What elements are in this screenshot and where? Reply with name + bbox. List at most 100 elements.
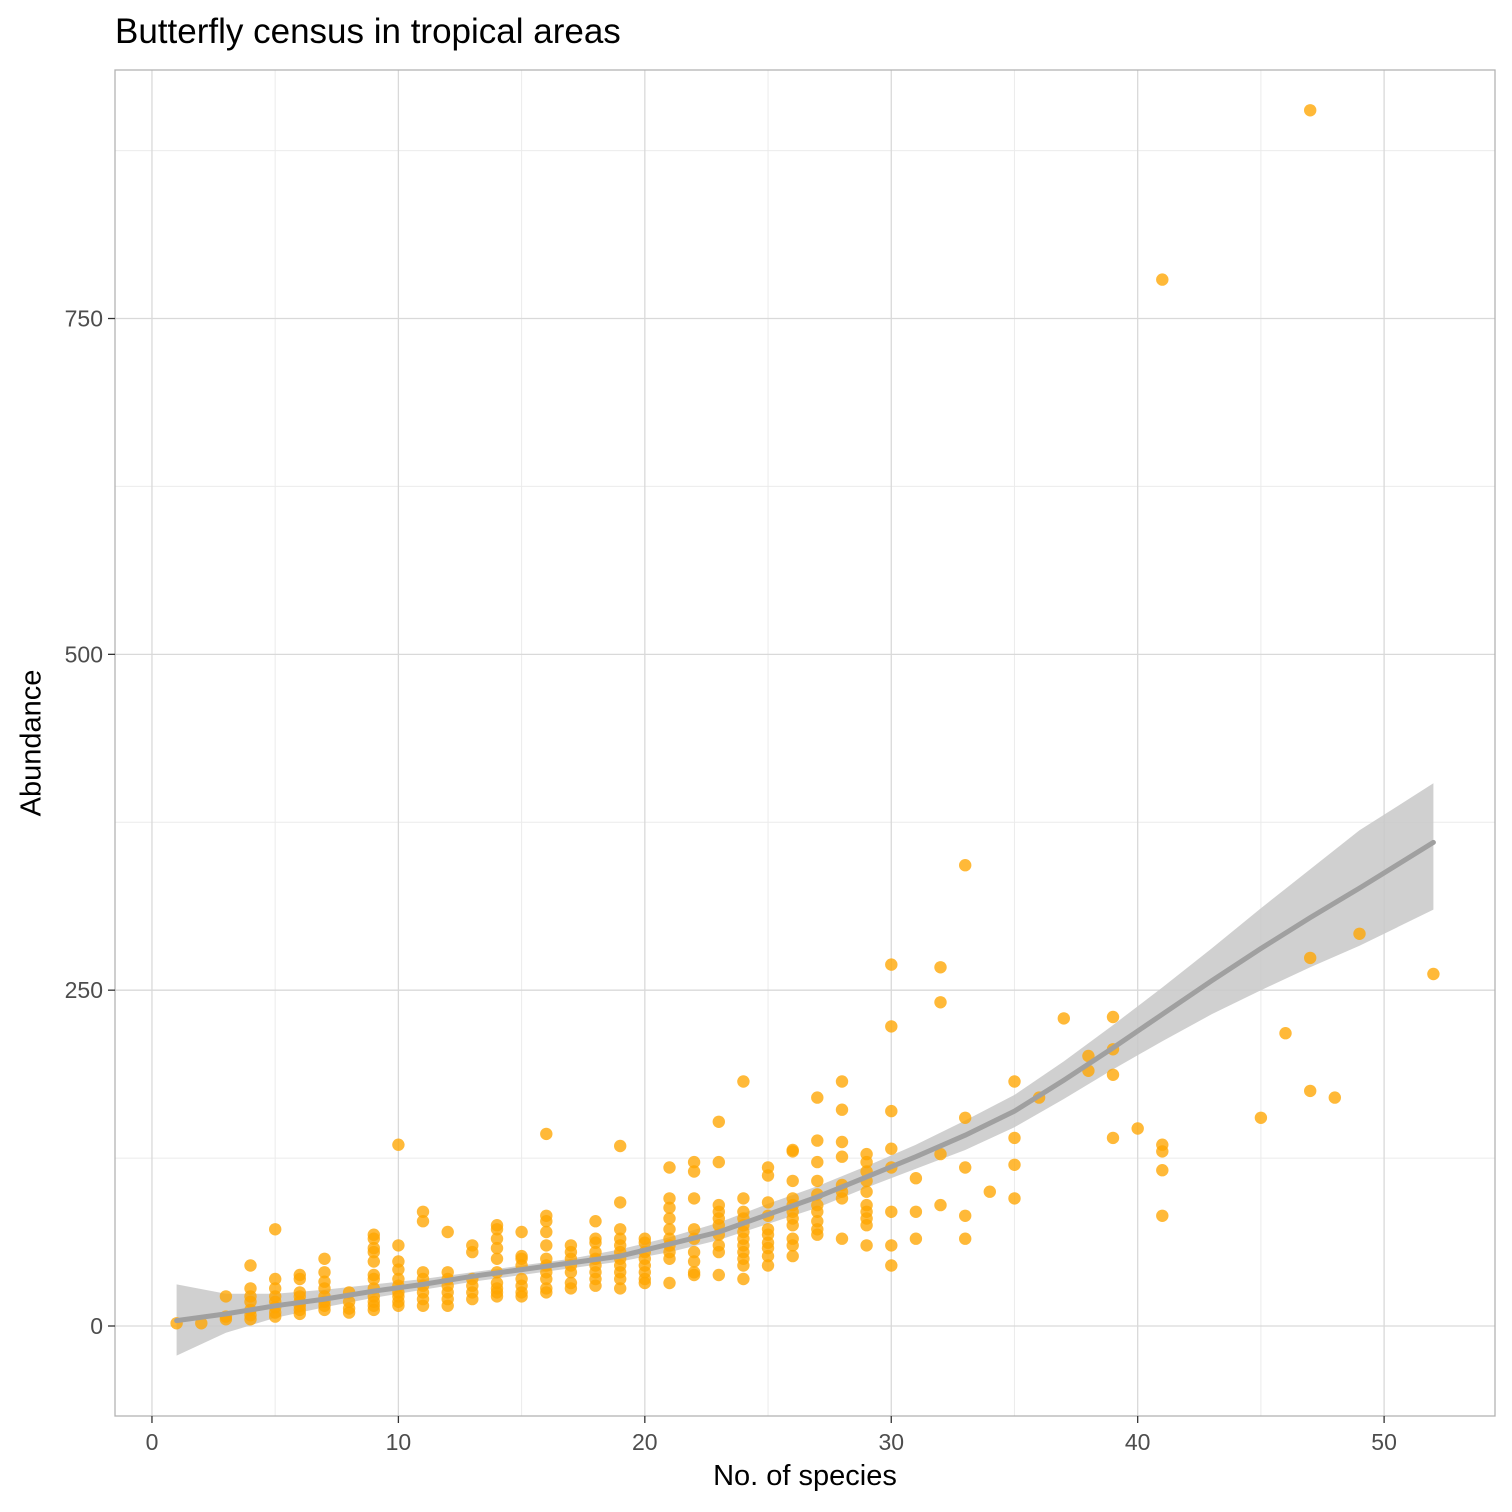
data-point — [687, 1155, 701, 1169]
data-point — [1328, 1091, 1342, 1104]
data-point — [244, 1259, 257, 1272]
data-point — [515, 1272, 528, 1286]
data-point — [1008, 1075, 1021, 1088]
data-point — [663, 1276, 676, 1290]
data-point — [1304, 951, 1317, 965]
data-point — [811, 1215, 824, 1228]
data-point — [1304, 104, 1317, 117]
data-point — [835, 1103, 849, 1116]
data-point — [959, 1161, 972, 1174]
data-point — [1106, 1131, 1120, 1145]
data-point — [540, 1282, 553, 1295]
x-tick-label: 20 — [632, 1429, 658, 1455]
data-point — [712, 1268, 725, 1282]
data-point — [786, 1249, 799, 1263]
data-point — [490, 1276, 504, 1290]
data-point — [885, 1239, 898, 1252]
data-point — [564, 1276, 578, 1290]
data-point — [934, 1147, 947, 1161]
data-point — [638, 1232, 651, 1245]
data-point — [885, 1020, 898, 1033]
data-point — [663, 1192, 676, 1205]
x-tick-label: 0 — [146, 1429, 159, 1455]
x-axis-title: No. of species — [713, 1460, 897, 1492]
data-point — [614, 1232, 627, 1245]
data-point — [885, 1104, 898, 1118]
data-point — [1156, 273, 1169, 286]
data-point — [367, 1228, 380, 1241]
data-point — [1156, 1164, 1169, 1177]
data-point — [860, 1185, 873, 1198]
data-point — [318, 1266, 331, 1279]
data-point — [737, 1192, 750, 1205]
data-point — [959, 1111, 972, 1125]
data-point — [687, 1223, 701, 1236]
data-point — [737, 1272, 750, 1286]
data-point — [687, 1192, 701, 1205]
data-point — [1156, 1209, 1169, 1223]
data-point — [885, 958, 898, 971]
data-point — [737, 1075, 750, 1088]
data-point — [860, 1147, 873, 1161]
data-point — [416, 1266, 430, 1279]
data-point — [244, 1282, 257, 1295]
data-point — [663, 1223, 676, 1236]
data-point — [885, 1205, 898, 1219]
data-point — [835, 1135, 849, 1149]
data-point — [786, 1143, 799, 1157]
data-point — [367, 1241, 380, 1255]
data-point — [835, 1232, 849, 1245]
x-tick-label: 40 — [1125, 1429, 1151, 1455]
data-point — [959, 859, 972, 872]
data-point — [1131, 1122, 1144, 1135]
data-point — [342, 1295, 356, 1309]
data-point — [466, 1239, 479, 1252]
data-point — [786, 1174, 799, 1188]
points-layer — [170, 104, 1440, 1330]
data-point — [983, 1185, 996, 1198]
data-point — [540, 1127, 553, 1141]
data-point — [416, 1215, 430, 1228]
data-point — [811, 1134, 824, 1147]
data-point — [515, 1249, 528, 1263]
data-point — [392, 1255, 405, 1268]
data-point — [860, 1239, 873, 1252]
data-point — [392, 1239, 405, 1252]
data-point — [1254, 1111, 1268, 1125]
data-point — [1057, 1012, 1071, 1025]
data-point — [835, 1150, 849, 1163]
data-point — [540, 1225, 553, 1239]
data-point — [712, 1115, 725, 1129]
data-point — [318, 1275, 331, 1288]
data-point — [934, 1198, 947, 1212]
x-axis: 0 10 20 30 40 50 — [146, 1416, 1397, 1455]
data-point — [1304, 1084, 1317, 1098]
data-point — [909, 1205, 923, 1219]
data-point — [934, 996, 947, 1009]
data-point — [367, 1255, 380, 1268]
data-point — [687, 1245, 701, 1259]
data-point — [712, 1239, 725, 1252]
data-point — [1008, 1192, 1021, 1205]
data-point — [811, 1155, 824, 1169]
data-point — [589, 1232, 602, 1245]
confidence-band-layer — [176, 783, 1434, 1356]
data-point — [885, 1259, 898, 1272]
data-point — [293, 1286, 306, 1299]
data-point — [811, 1091, 824, 1104]
data-point — [219, 1290, 233, 1303]
data-point — [811, 1198, 824, 1212]
grid-major — [115, 70, 1495, 1416]
data-point — [515, 1225, 528, 1239]
data-point — [786, 1232, 799, 1245]
data-point — [663, 1161, 676, 1174]
data-point — [614, 1196, 627, 1209]
trend-line — [174, 839, 1436, 1324]
data-point — [441, 1266, 454, 1279]
data-point — [614, 1223, 627, 1236]
x-tick-label: 50 — [1371, 1429, 1397, 1455]
x-tick-label: 30 — [878, 1429, 904, 1455]
data-point — [1008, 1131, 1021, 1145]
data-point — [490, 1219, 504, 1232]
data-point — [318, 1252, 331, 1266]
